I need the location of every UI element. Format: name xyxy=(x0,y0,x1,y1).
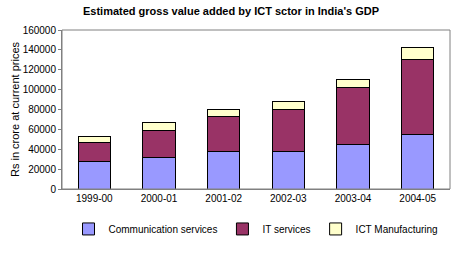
svg-text:ICT Manufacturing: ICT Manufacturing xyxy=(356,224,438,235)
svg-text:120000: 120000 xyxy=(23,64,57,75)
svg-text:2002-03: 2002-03 xyxy=(270,193,307,204)
svg-text:140000: 140000 xyxy=(23,44,57,55)
svg-text:60000: 60000 xyxy=(28,124,56,135)
svg-text:Communication services: Communication services xyxy=(109,224,218,235)
svg-text:1999-00: 1999-00 xyxy=(76,193,113,204)
svg-text:2000-01: 2000-01 xyxy=(141,193,178,204)
svg-text:2001-02: 2001-02 xyxy=(205,193,242,204)
svg-text:100000: 100000 xyxy=(23,84,57,95)
svg-text:0: 0 xyxy=(50,184,56,195)
svg-text:2004-05: 2004-05 xyxy=(399,193,436,204)
svg-text:80000: 80000 xyxy=(28,104,56,115)
svg-text:IT services: IT services xyxy=(262,224,310,235)
svg-text:Estimated gross value added by: Estimated gross value added by ICT sctor… xyxy=(83,5,379,17)
svg-text:40000: 40000 xyxy=(28,144,56,155)
svg-text:2003-04: 2003-04 xyxy=(335,193,372,204)
svg-text:20000: 20000 xyxy=(28,164,56,175)
svg-text:Rs in crore at current prices: Rs in crore at current prices xyxy=(9,41,21,177)
svg-text:160000: 160000 xyxy=(23,25,57,36)
